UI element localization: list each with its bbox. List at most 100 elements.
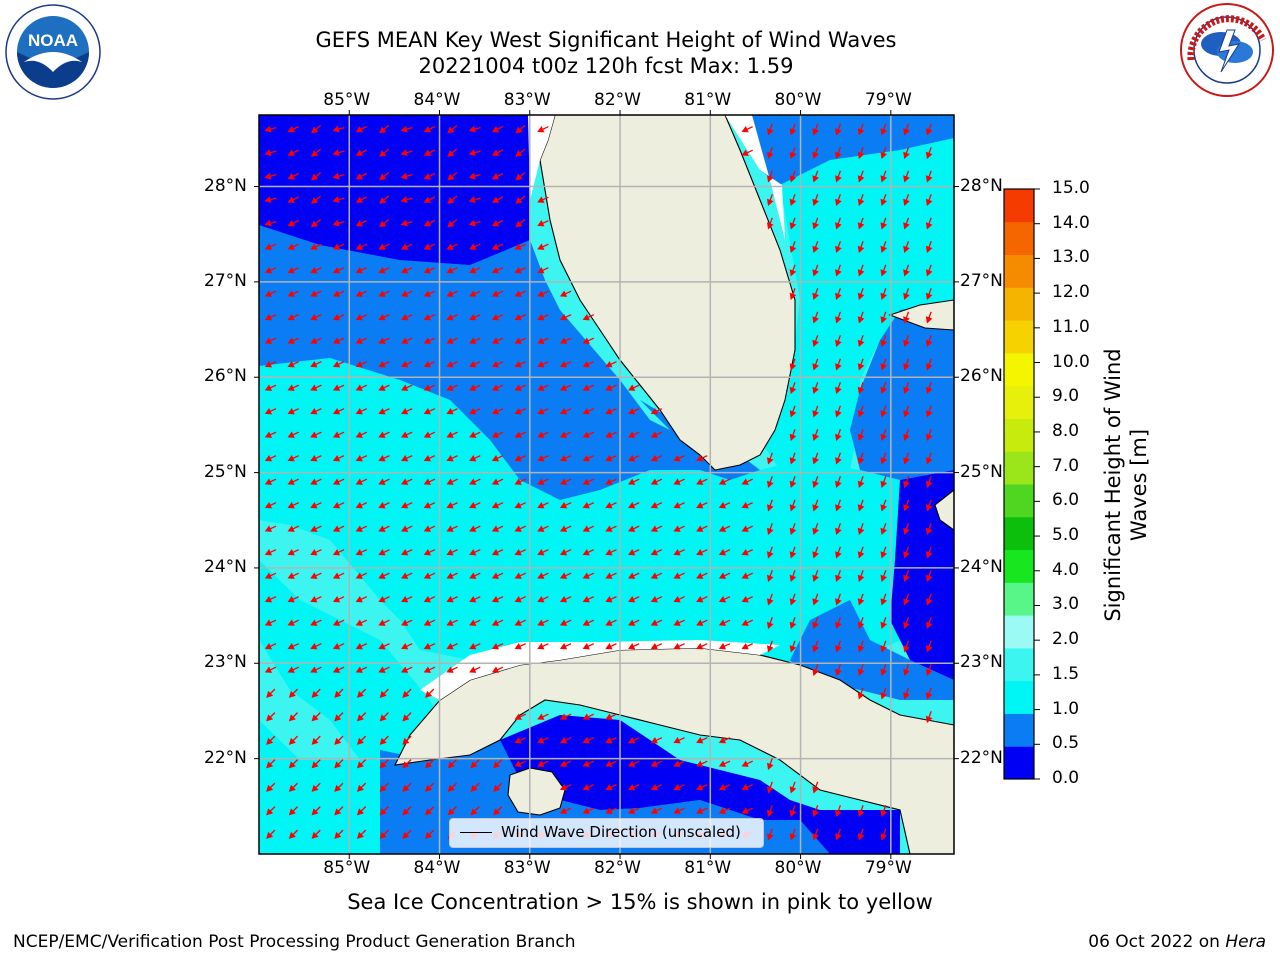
arrow-head (766, 645, 774, 653)
arrow-head (766, 809, 774, 817)
arrow-head (559, 572, 568, 579)
arrow-head (812, 457, 819, 465)
arrow-head (491, 384, 500, 391)
arrow-head (766, 527, 774, 535)
arrow-head (379, 220, 387, 228)
arrow-head (673, 619, 681, 626)
arrow-head (582, 337, 590, 344)
footer-date: 06 Oct 2022 on Hera (1088, 932, 1266, 952)
arrow-head (696, 643, 704, 650)
arrow-head (446, 549, 454, 556)
arrow-head (446, 337, 454, 344)
wind-wave-arrows (264, 123, 933, 841)
arrow-head (673, 572, 681, 579)
arrow-head (880, 386, 888, 394)
arrow-head (400, 502, 409, 509)
arrow-head (582, 384, 590, 391)
colorbar-tick-label: 1.5 (1052, 663, 1080, 684)
arrow-head (835, 151, 842, 159)
arrow-head (925, 598, 933, 606)
arrow-head (673, 549, 681, 556)
arrow-head (491, 337, 500, 344)
arrow-head (903, 574, 910, 582)
arrow-head (400, 455, 409, 462)
arrow-head (491, 220, 500, 227)
arrow-head (650, 596, 658, 603)
arrow-head (446, 478, 454, 485)
arrow-head (857, 339, 865, 347)
arrow-head (582, 784, 590, 791)
arrow-head (880, 480, 888, 488)
arrow-head (650, 549, 658, 556)
arrow-head (378, 455, 386, 462)
arrow-head (264, 549, 273, 556)
arrow-head (425, 761, 433, 769)
arrow-head (264, 572, 273, 579)
arrow-head (857, 128, 865, 136)
arrow-head (559, 713, 568, 720)
arrow-head (264, 478, 273, 485)
arrow-head (379, 808, 387, 816)
arrow-head (332, 619, 341, 626)
arrow-head (264, 361, 273, 368)
arrow-head (718, 502, 727, 509)
arrow-head (766, 598, 774, 606)
arrow-head (537, 549, 545, 556)
arrow-head (423, 126, 432, 133)
colorbar-bin (1004, 189, 1034, 223)
arrow-head (718, 572, 727, 579)
arrow-head (835, 551, 842, 559)
arrow-head (288, 761, 296, 769)
arrow-head (264, 172, 272, 180)
arrow-head (696, 807, 704, 814)
arrow-head (925, 621, 933, 629)
arrow-head (925, 527, 933, 535)
arrow-head (378, 619, 386, 626)
arrow-head (310, 643, 318, 650)
arrow-head (400, 666, 409, 673)
arrow-head (789, 598, 797, 606)
arrow-head (287, 220, 295, 227)
arrow-head (812, 339, 819, 347)
arrow-head (903, 292, 910, 300)
arrow-head (857, 551, 865, 559)
arrow-head (355, 361, 363, 368)
arrow-head (605, 596, 613, 603)
arrow-head (766, 786, 774, 794)
arrow-head (582, 713, 590, 720)
arrow-head (559, 455, 568, 462)
arrow-head (332, 502, 341, 509)
arrow-head (766, 833, 774, 841)
arrow-head (741, 149, 749, 156)
arrow-head (469, 361, 477, 368)
arrow-head (332, 525, 341, 532)
arrow-head (310, 337, 318, 344)
arrow-head (627, 384, 636, 391)
footer-organization: NCEP/EMC/Verification Post Processing Pr… (13, 932, 576, 952)
colorbar-bin (1004, 352, 1034, 387)
arrow-head (400, 384, 409, 391)
lon-label: 82°W (594, 90, 641, 110)
arrow-head (559, 760, 568, 767)
colorbar-tick-label: 10.0 (1052, 351, 1090, 372)
arrow-head (423, 478, 431, 485)
arrow-head (332, 384, 341, 391)
arrow-head (264, 666, 273, 673)
arrow-head (310, 666, 318, 673)
arrow-head (857, 433, 865, 441)
arrow-head (718, 643, 727, 650)
arrow-head (491, 408, 500, 415)
arrow-head (857, 316, 865, 324)
arrow-head (468, 149, 476, 156)
arrow-head (766, 151, 774, 159)
arrow-head (287, 431, 295, 438)
arrow-head (264, 125, 272, 133)
arrow-head (400, 337, 409, 344)
lat-label: 24°N (960, 556, 1003, 577)
lon-label: 80°W (774, 90, 822, 110)
wave-band-1-0-1-5-east (760, 138, 954, 620)
arrow-head (812, 292, 819, 300)
arrow-head (857, 363, 865, 371)
arrow-head (332, 572, 341, 579)
arrow-head (741, 643, 749, 650)
